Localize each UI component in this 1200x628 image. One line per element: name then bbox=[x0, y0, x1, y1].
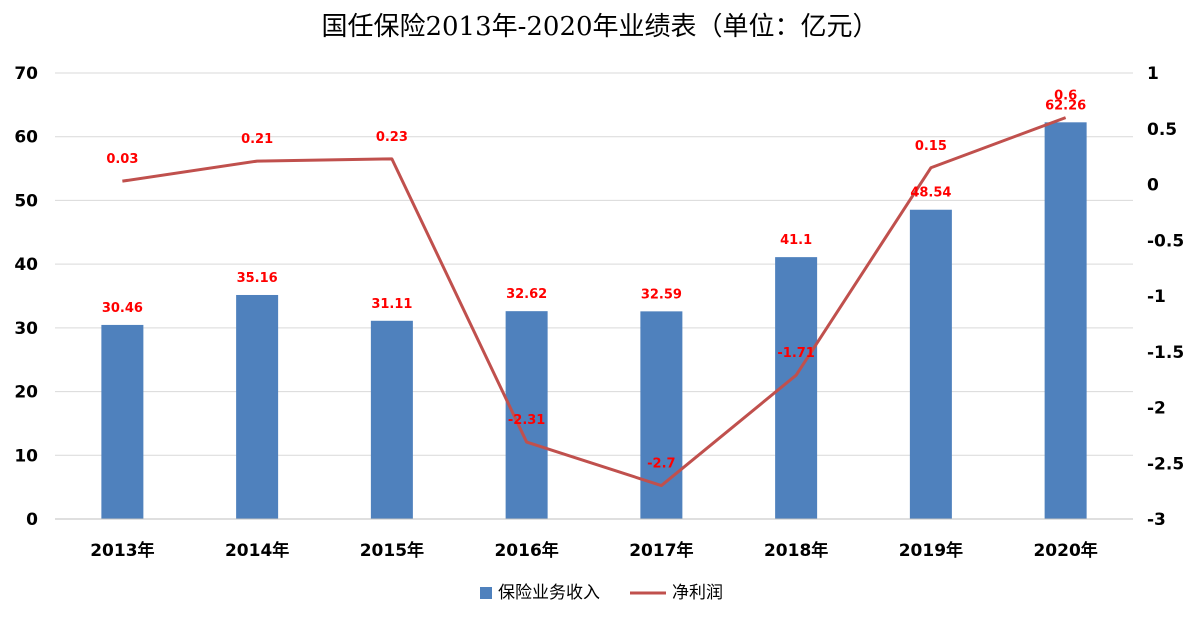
legend: 保险业务收入 净利润 bbox=[480, 583, 723, 603]
bar-value-label: 48.54 bbox=[910, 186, 951, 201]
bar-value-label: 41.1 bbox=[780, 233, 812, 248]
line-value-label: -2.31 bbox=[508, 413, 545, 428]
bar-value-label: 32.62 bbox=[506, 287, 547, 302]
y-right-tick-label: 0 bbox=[1147, 176, 1159, 196]
x-tick-label: 2019年 bbox=[899, 540, 963, 561]
bar bbox=[101, 325, 143, 519]
y-right-tick-label: 1 bbox=[1147, 64, 1159, 84]
x-tick-label: 2013年 bbox=[90, 540, 154, 561]
y-right-tick-label: -1 bbox=[1147, 287, 1166, 307]
y-right-tick-label: -2.5 bbox=[1147, 454, 1184, 474]
x-tick-label: 2016年 bbox=[494, 540, 558, 561]
y-left-tick-label: 70 bbox=[14, 64, 38, 84]
bar-layer bbox=[101, 122, 1086, 519]
bar bbox=[640, 311, 682, 519]
bar-value-label: 30.46 bbox=[102, 301, 143, 316]
y-left-tick-label: 60 bbox=[14, 128, 38, 148]
bar-value-label: 35.16 bbox=[237, 271, 278, 286]
y-left-tick-label: 0 bbox=[26, 510, 38, 530]
x-tick-label: 2017年 bbox=[629, 540, 693, 561]
line-value-label: 0.03 bbox=[106, 152, 138, 167]
x-tick-label: 2018年 bbox=[764, 540, 828, 561]
line-value-label: 0.23 bbox=[376, 130, 408, 145]
y-left-tick-label: 30 bbox=[14, 319, 38, 339]
bar bbox=[371, 321, 413, 519]
legend-label-line: 净利润 bbox=[672, 583, 723, 603]
grid-layer bbox=[55, 73, 1133, 455]
y-left-tick-label: 20 bbox=[14, 383, 38, 403]
bar-value-label: 32.59 bbox=[641, 287, 682, 302]
x-tick-label: 2020年 bbox=[1033, 540, 1097, 561]
y-left-tick-label: 50 bbox=[14, 191, 38, 211]
y-left-tick-label: 40 bbox=[14, 255, 38, 275]
line-value-label: 0.6 bbox=[1054, 89, 1077, 104]
y-right-tick-label: 0.5 bbox=[1147, 120, 1177, 140]
y-left-tick-label: 10 bbox=[14, 446, 38, 466]
y-right-tick-label: -3 bbox=[1147, 510, 1166, 530]
line-value-label: -1.71 bbox=[777, 346, 814, 361]
legend-swatch-bar bbox=[480, 587, 492, 599]
line-value-label: -2.7 bbox=[647, 457, 675, 472]
line-value-label: 0.21 bbox=[241, 132, 273, 147]
x-tick-label: 2015年 bbox=[360, 540, 424, 561]
bar bbox=[910, 210, 952, 519]
bar-value-label: 31.11 bbox=[371, 297, 412, 312]
x-tick-label: 2014年 bbox=[225, 540, 289, 561]
bar bbox=[1045, 122, 1087, 519]
chart-title: 国任保险2013年-2020年业绩表（单位：亿元） bbox=[321, 12, 878, 42]
y-right-tick-label: -1.5 bbox=[1147, 343, 1184, 363]
y-right-tick-label: -2 bbox=[1147, 399, 1166, 419]
legend-label-bar: 保险业务收入 bbox=[498, 583, 600, 603]
line-value-label: 0.15 bbox=[915, 139, 947, 154]
y-right-tick-label: -0.5 bbox=[1147, 231, 1184, 251]
bar bbox=[236, 295, 278, 519]
